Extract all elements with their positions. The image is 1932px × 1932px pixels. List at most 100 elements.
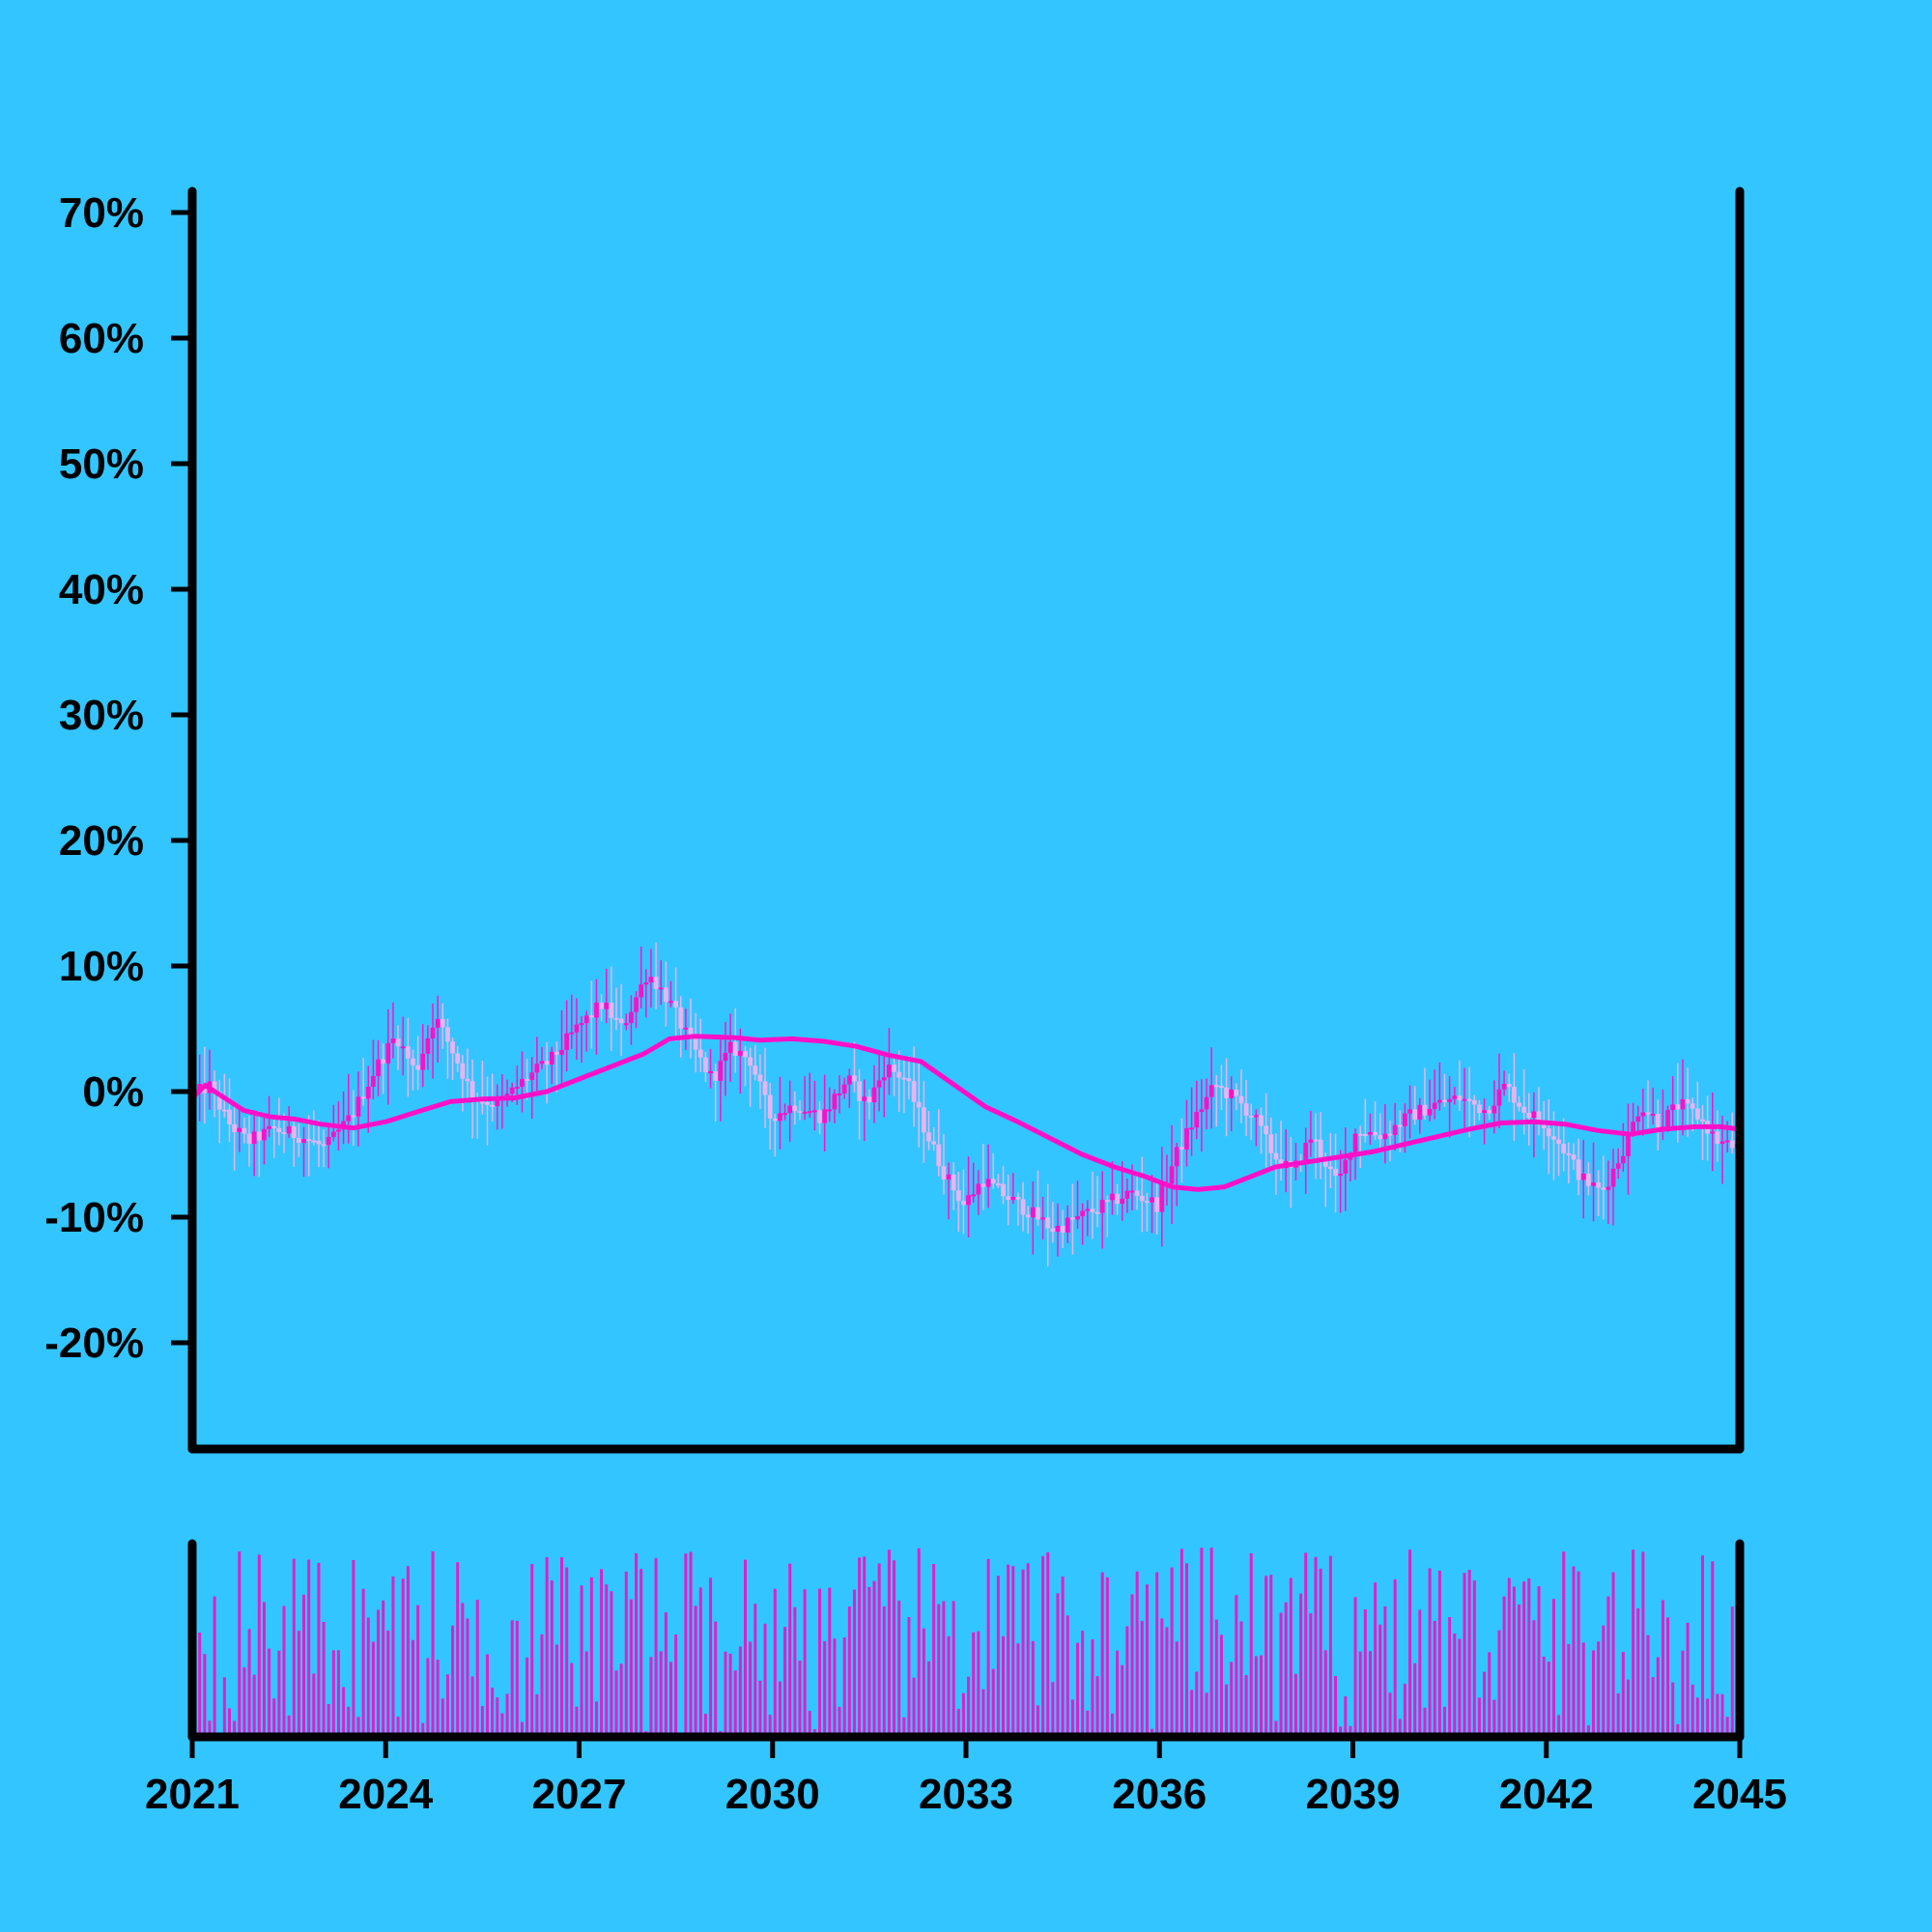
volume-bar	[352, 1559, 355, 1737]
volume-bar	[445, 1674, 449, 1737]
volume-bar	[1621, 1652, 1625, 1737]
volume-bar	[575, 1706, 579, 1737]
y-tick-label: 20%	[59, 817, 144, 865]
volume-bar	[377, 1609, 381, 1737]
volume-bar	[1423, 1707, 1427, 1737]
candle-body	[1010, 1196, 1016, 1201]
candle-body	[980, 1183, 986, 1187]
volume-bar	[391, 1577, 395, 1737]
volume-bar	[451, 1625, 455, 1737]
candle-body	[1571, 1154, 1577, 1160]
candle-body	[1407, 1109, 1412, 1114]
candle-body	[1576, 1159, 1581, 1180]
volume-bar	[589, 1577, 593, 1737]
volume-bar	[793, 1606, 797, 1737]
volume-bar	[1547, 1662, 1550, 1737]
volume-bar	[1140, 1620, 1144, 1737]
candle-body	[1685, 1098, 1690, 1104]
volume-bar	[242, 1667, 246, 1737]
volume-bar	[758, 1680, 762, 1737]
volume-bar	[788, 1563, 792, 1737]
x-tick-label: 2030	[725, 1771, 820, 1818]
candle-body	[1050, 1228, 1056, 1233]
volume-bar	[356, 1717, 360, 1737]
candle-body	[400, 1046, 406, 1049]
candle-body	[1184, 1128, 1189, 1150]
volume-bar	[877, 1563, 881, 1737]
x-tick-label: 2042	[1499, 1771, 1594, 1818]
candle-body	[1531, 1111, 1537, 1119]
candle-body	[212, 1081, 217, 1092]
candle-body	[688, 1027, 694, 1037]
volume-bar	[1512, 1586, 1516, 1737]
volume-bar	[1507, 1577, 1511, 1737]
volume-bar	[1368, 1651, 1372, 1737]
volume-bar	[872, 1580, 876, 1737]
candle-body	[718, 1061, 724, 1081]
candle-body	[936, 1144, 942, 1167]
candle-body	[529, 1072, 535, 1080]
candle-body	[360, 1096, 366, 1099]
volume-bar	[1676, 1723, 1680, 1737]
volume-bar	[703, 1714, 707, 1737]
candle-body	[1036, 1207, 1040, 1220]
volume-bar	[526, 1657, 529, 1737]
candle-body	[1521, 1106, 1527, 1113]
volume-bar	[1002, 1635, 1006, 1737]
candle-body	[1204, 1096, 1209, 1110]
volume-bar	[307, 1559, 311, 1737]
volume-bar	[1711, 1561, 1715, 1737]
y-tick-label: 50%	[59, 440, 144, 488]
candle-body	[1080, 1210, 1086, 1216]
candle-body	[301, 1139, 306, 1144]
volume-bar	[336, 1650, 340, 1737]
y-tick-label: 0%	[82, 1068, 144, 1116]
volume-bar	[1339, 1726, 1343, 1737]
volume-bar	[1254, 1656, 1258, 1737]
volume-bar	[1179, 1548, 1183, 1737]
candle-body	[1322, 1156, 1328, 1167]
candle-body	[1179, 1147, 1184, 1150]
candle-body	[1194, 1112, 1200, 1128]
volume-bar	[1562, 1551, 1566, 1737]
volume-bar	[714, 1621, 718, 1737]
volume-bar	[803, 1589, 807, 1737]
candle-body	[549, 1051, 554, 1065]
volume-bar	[1160, 1618, 1164, 1737]
volume-bar	[1110, 1713, 1114, 1737]
candle-body	[316, 1140, 322, 1145]
candle-body	[1343, 1159, 1349, 1174]
candle-body	[216, 1091, 222, 1110]
volume-bar	[1551, 1599, 1555, 1737]
candle-body	[1318, 1139, 1323, 1157]
volume-bar	[436, 1660, 440, 1737]
candle-body	[395, 1038, 401, 1047]
candle-body	[485, 1101, 490, 1105]
candle-body	[1069, 1217, 1075, 1220]
volume-bar	[1284, 1602, 1288, 1737]
candle-body	[946, 1174, 952, 1180]
candle-body	[658, 987, 664, 990]
volume-bar	[208, 1720, 212, 1737]
candle-body	[797, 1111, 803, 1114]
volume-bar	[515, 1620, 519, 1737]
candle-body	[961, 1201, 966, 1206]
volume-bar	[1437, 1570, 1441, 1737]
candle-body	[455, 1053, 461, 1064]
candle-body	[227, 1109, 232, 1124]
volume-bar	[530, 1564, 534, 1737]
volume-bar	[1007, 1564, 1010, 1737]
candle-body	[1154, 1197, 1160, 1212]
volume-bar	[1492, 1699, 1496, 1737]
volume-bar	[486, 1654, 490, 1737]
candle-body	[1466, 1098, 1472, 1101]
candle-body	[479, 1101, 485, 1104]
volume-bar	[520, 1721, 524, 1737]
volume-bar	[763, 1623, 767, 1737]
candle-body	[495, 1098, 500, 1107]
volume-bar	[1041, 1555, 1045, 1737]
volume-bar	[1706, 1698, 1710, 1737]
candle-body	[727, 1041, 733, 1053]
volume-bar	[1170, 1567, 1174, 1737]
candle-body	[613, 1017, 619, 1020]
